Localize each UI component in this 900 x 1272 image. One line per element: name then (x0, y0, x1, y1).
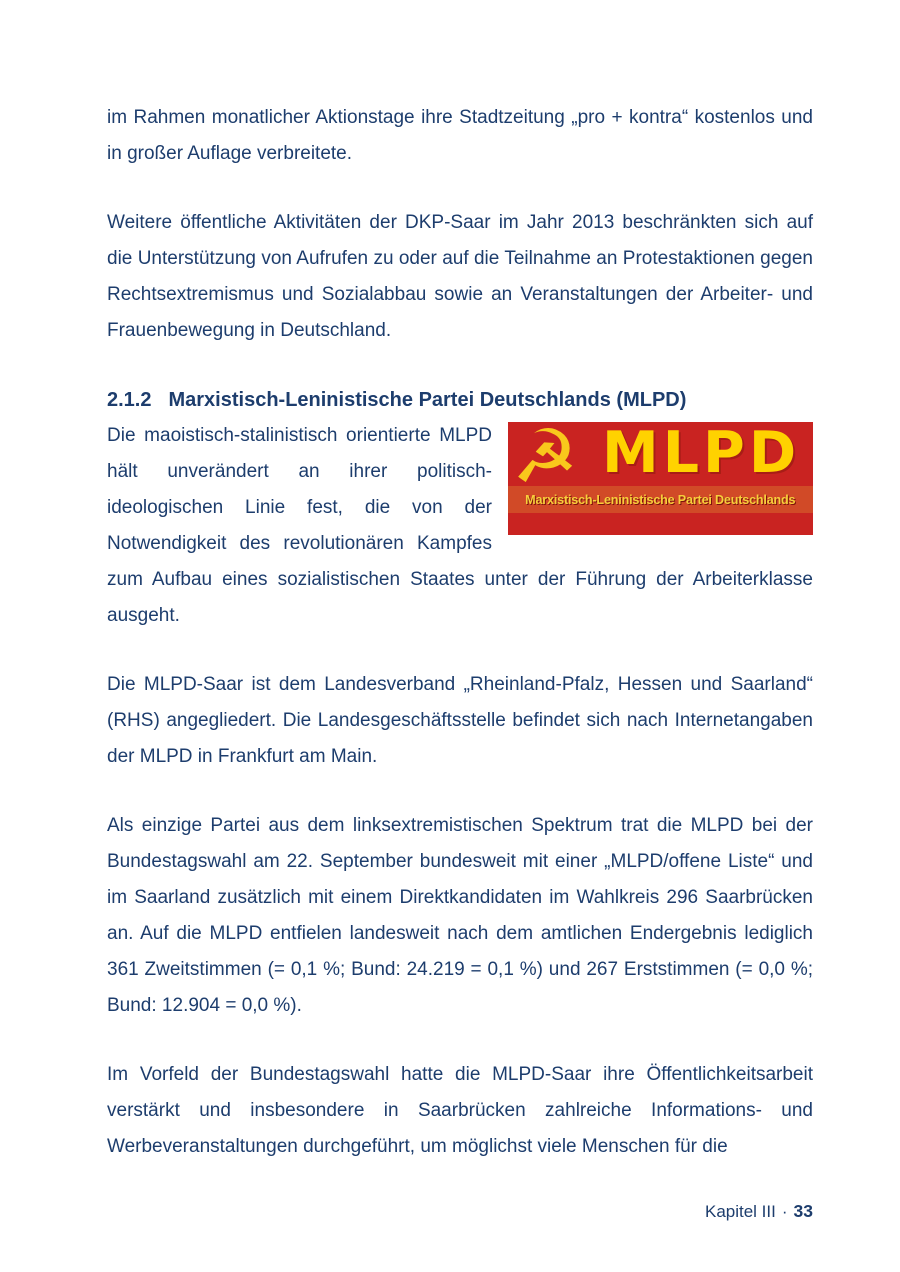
section-heading: 2.1.2 Marxistisch-Leninistische Partei De… (107, 382, 813, 418)
mlpd-logo-image: ☭ MLPD Marxistisch-Leninistische Partei … (508, 422, 813, 535)
section-title: Marxistisch-Leninistische Partei Deutsch… (168, 389, 687, 411)
mlpd-logo-banner: Marxistisch-Leninistische Partei Deutsch… (508, 486, 813, 513)
paragraph-landesverband: Die MLPD-Saar ist dem Landesverband „Rhe… (107, 674, 813, 767)
paragraph-mlpd-linie: ☭ MLPD Marxistisch-Leninistische Partei … (107, 418, 813, 634)
paragraph-mlpd-linie-text: Die maoistisch-stalinistisch orientierte… (107, 425, 813, 626)
page-footer: Kapitel III · 33 (705, 1201, 813, 1222)
page-content: im Rahmen monatlicher Aktionstage ihre S… (107, 100, 813, 1165)
mlpd-logo-title: MLPD (602, 422, 801, 486)
paragraph-stadtzeitung: im Rahmen monatlicher Aktionstage ihre S… (107, 107, 813, 164)
paragraph-dkp-aktivitaeten: Weitere öffentliche Aktivitäten der DKP-… (107, 212, 813, 341)
footer-separator: · (781, 1202, 788, 1221)
paragraph-oeffentlichkeitsarbeit: Im Vorfeld der Bundestagswahl hatte die … (107, 1064, 813, 1157)
footer-page-number: 33 (793, 1201, 813, 1221)
section-number: 2.1.2 (107, 389, 152, 411)
paragraph-bundestagswahl: Als einzige Partei aus dem linksextremis… (107, 815, 813, 1016)
mlpd-logo-subtitle: Marxistisch-Leninistische Partei Deutsch… (525, 491, 796, 507)
footer-chapter-label: Kapitel III (704, 1202, 776, 1221)
